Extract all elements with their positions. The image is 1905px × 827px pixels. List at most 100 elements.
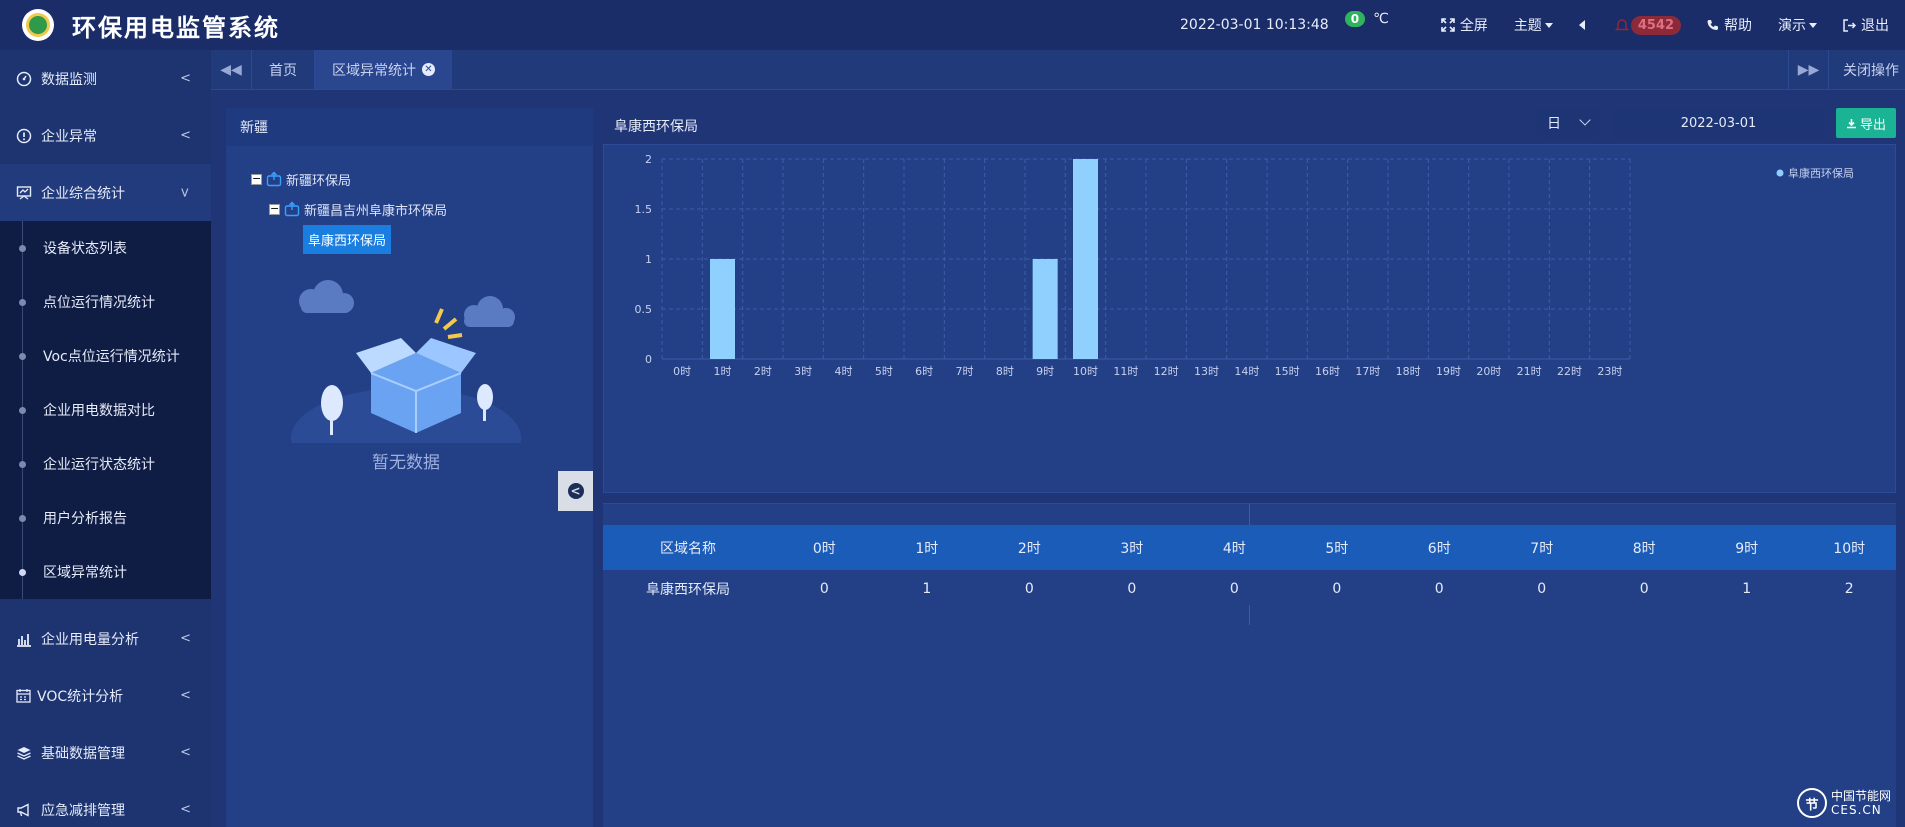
watermark: 节 中国节能网 CES.CN	[1796, 788, 1891, 818]
collapse-panel-button[interactable]: <	[558, 471, 593, 511]
table-cell: 1	[1742, 580, 1752, 597]
table-cell: 阜康西环保局	[646, 581, 731, 598]
x-tick-label: 15时	[1275, 365, 1300, 378]
chevron-left-icon: <	[180, 802, 191, 817]
period-select[interactable]: 日	[1537, 108, 1599, 138]
sidebar-item-label: 企业综合统计	[41, 185, 125, 202]
sidebar-item-emergency-reduction[interactable]: 应急减排管理 <	[0, 781, 211, 827]
tree-node-root[interactable]: − 新疆环保局	[226, 164, 593, 194]
x-tick-label: 10时	[1073, 365, 1098, 378]
close-operations-button[interactable]: 关闭操作	[1828, 50, 1905, 89]
tree-node-child[interactable]: − 新疆昌吉州阜康市环保局	[226, 194, 593, 224]
x-tick-label: 12时	[1154, 365, 1179, 378]
table-header-cell: 6时	[1388, 525, 1491, 570]
sidebar-item-enterprise-anomaly[interactable]: 企业异常 <	[0, 107, 211, 164]
tab-scroll-right-button[interactable]: ▶▶	[1788, 50, 1828, 89]
x-tick-label: 7时	[956, 365, 974, 378]
top-bar: 环保用电监管系统 2022-03-01 10:13:48 0 ℃ 全屏 主题 4…	[0, 0, 1905, 50]
tree-node-label-selected: 阜康西环保局	[303, 224, 392, 254]
fullscreen-icon	[1441, 18, 1455, 32]
temperature-unit: ℃	[1373, 11, 1389, 27]
tab-region-anomaly[interactable]: 区域异常统计 ✕	[314, 50, 452, 89]
sidebar-item-label: 应急减排管理	[41, 802, 125, 819]
collapse-arrow-button[interactable]	[1578, 20, 1585, 30]
legend-marker	[1776, 169, 1784, 177]
sidebar-item-label: VOC统计分析	[37, 688, 124, 705]
date-input[interactable]: 2022-03-01	[1612, 108, 1825, 138]
app-title: 环保用电监管系统	[72, 13, 280, 42]
x-tick-label: 6时	[915, 365, 933, 378]
submenu-item-region-anomaly[interactable]: 区域异常统计	[0, 545, 211, 599]
sidebar: 数据监测 < 企业异常 < 企业综合统计 < 设备状态列表 点位运行情况统计 V…	[0, 50, 211, 827]
sidebar-item-enterprise-stats[interactable]: 企业综合统计 <	[0, 164, 211, 221]
submenu-item-label: 设备状态列表	[43, 241, 127, 257]
bell-icon	[1614, 19, 1629, 31]
tree-node-leaf[interactable]: 阜康西环保局	[226, 224, 593, 254]
demo-label: 演示	[1778, 18, 1806, 34]
sidebar-item-base-data[interactable]: 基础数据管理 <	[0, 724, 211, 781]
empty-text: 暂无数据	[372, 453, 440, 473]
submenu-item-label: 用户分析报告	[43, 511, 127, 527]
chevron-left-icon: <	[180, 688, 191, 703]
chevron-left-icon: <	[180, 128, 191, 143]
demo-dropdown[interactable]: 演示	[1778, 15, 1817, 35]
layers-icon	[17, 746, 31, 760]
table-header-cell: 0时	[773, 525, 876, 570]
submenu-item-user-report[interactable]: 用户分析报告	[0, 491, 211, 545]
double-chevron-right-icon: ▶▶	[1797, 61, 1820, 78]
date-input-value: 2022-03-01	[1680, 115, 1757, 131]
tab-label: 首页	[269, 62, 297, 79]
collapse-toggle-icon[interactable]: −	[251, 171, 262, 185]
chart-container: 0 0.5 1 1.5 2 0时 1时 2时 3时 4时 5时 6时 7时 8时 9时 10时 11时 12时 13…	[603, 144, 1896, 493]
alarm-button[interactable]: 4542	[1614, 15, 1707, 35]
x-tick-label: 9时	[1036, 365, 1054, 378]
submenu-item-point-operation[interactable]: 点位运行情况统计	[0, 275, 211, 329]
logout-button[interactable]: 退出	[1843, 15, 1889, 35]
submenu-item-power-compare[interactable]: 企业用电数据对比	[0, 383, 211, 437]
collapse-toggle-icon[interactable]: −	[269, 201, 280, 215]
table-header-cell: 7时	[1490, 525, 1593, 570]
chevron-left-icon: <	[180, 745, 191, 760]
submenu-item-run-status[interactable]: 企业运行状态统计	[0, 437, 211, 491]
table-cell: 0	[1024, 580, 1034, 597]
x-tick-label: 11时	[1113, 365, 1138, 378]
table-header-cell: 5时	[1285, 525, 1389, 570]
fullscreen-button[interactable]: 全屏	[1441, 15, 1488, 35]
watermark-line2: CES.CN	[1830, 803, 1882, 817]
tab-scroll-left-button[interactable]: ◀◀	[211, 50, 251, 89]
help-button[interactable]: 帮助	[1707, 15, 1752, 35]
submenu-item-voc-point-operation[interactable]: Voc点位运行情况统计	[0, 329, 211, 383]
megaphone-icon	[17, 802, 29, 817]
x-tick-label: 22时	[1557, 365, 1582, 378]
export-button[interactable]: 导出	[1836, 108, 1896, 138]
bullet-dot-icon	[19, 515, 26, 522]
panel-title: 新疆	[226, 108, 593, 146]
x-tick-label: 0时	[673, 365, 691, 378]
x-tick-label: 21时	[1517, 365, 1542, 378]
bullet-dot-icon	[19, 461, 26, 468]
empty-state: 暂无数据	[276, 273, 536, 488]
chart-panel-title: 阜康西环保局	[614, 119, 698, 135]
tab-home[interactable]: 首页	[251, 50, 314, 89]
fullscreen-label: 全屏	[1459, 18, 1488, 34]
submenu-item-label: 企业运行状态统计	[43, 457, 155, 473]
tree-node-label: 新疆环保局	[286, 173, 352, 189]
chevron-left-circle-icon: <	[567, 483, 584, 499]
bullet-dot-icon	[19, 407, 26, 414]
table-cell: 0	[1639, 580, 1649, 597]
theme-dropdown[interactable]: 主题	[1514, 15, 1553, 35]
sidebar-item-power-analysis[interactable]: 企业用电量分析 <	[0, 610, 211, 667]
y-tick-label: 0	[645, 353, 652, 366]
sidebar-item-data-monitor[interactable]: 数据监测 <	[0, 50, 211, 107]
table-header-cell: 3时	[1080, 525, 1184, 570]
caret-down-icon	[1544, 22, 1553, 28]
table-header-cell: 9时	[1695, 525, 1798, 570]
y-tick-label: 1	[645, 253, 652, 266]
sidebar-item-label: 企业异常	[41, 128, 97, 145]
table-cell: 0	[1229, 580, 1239, 597]
close-operations-label: 关闭操作	[1843, 62, 1899, 79]
close-icon[interactable]: ✕	[422, 63, 435, 76]
sidebar-item-voc-analysis[interactable]: VOC统计分析 <	[0, 667, 211, 724]
x-tick-label: 1时	[714, 365, 732, 378]
submenu-item-device-status[interactable]: 设备状态列表	[0, 221, 211, 275]
